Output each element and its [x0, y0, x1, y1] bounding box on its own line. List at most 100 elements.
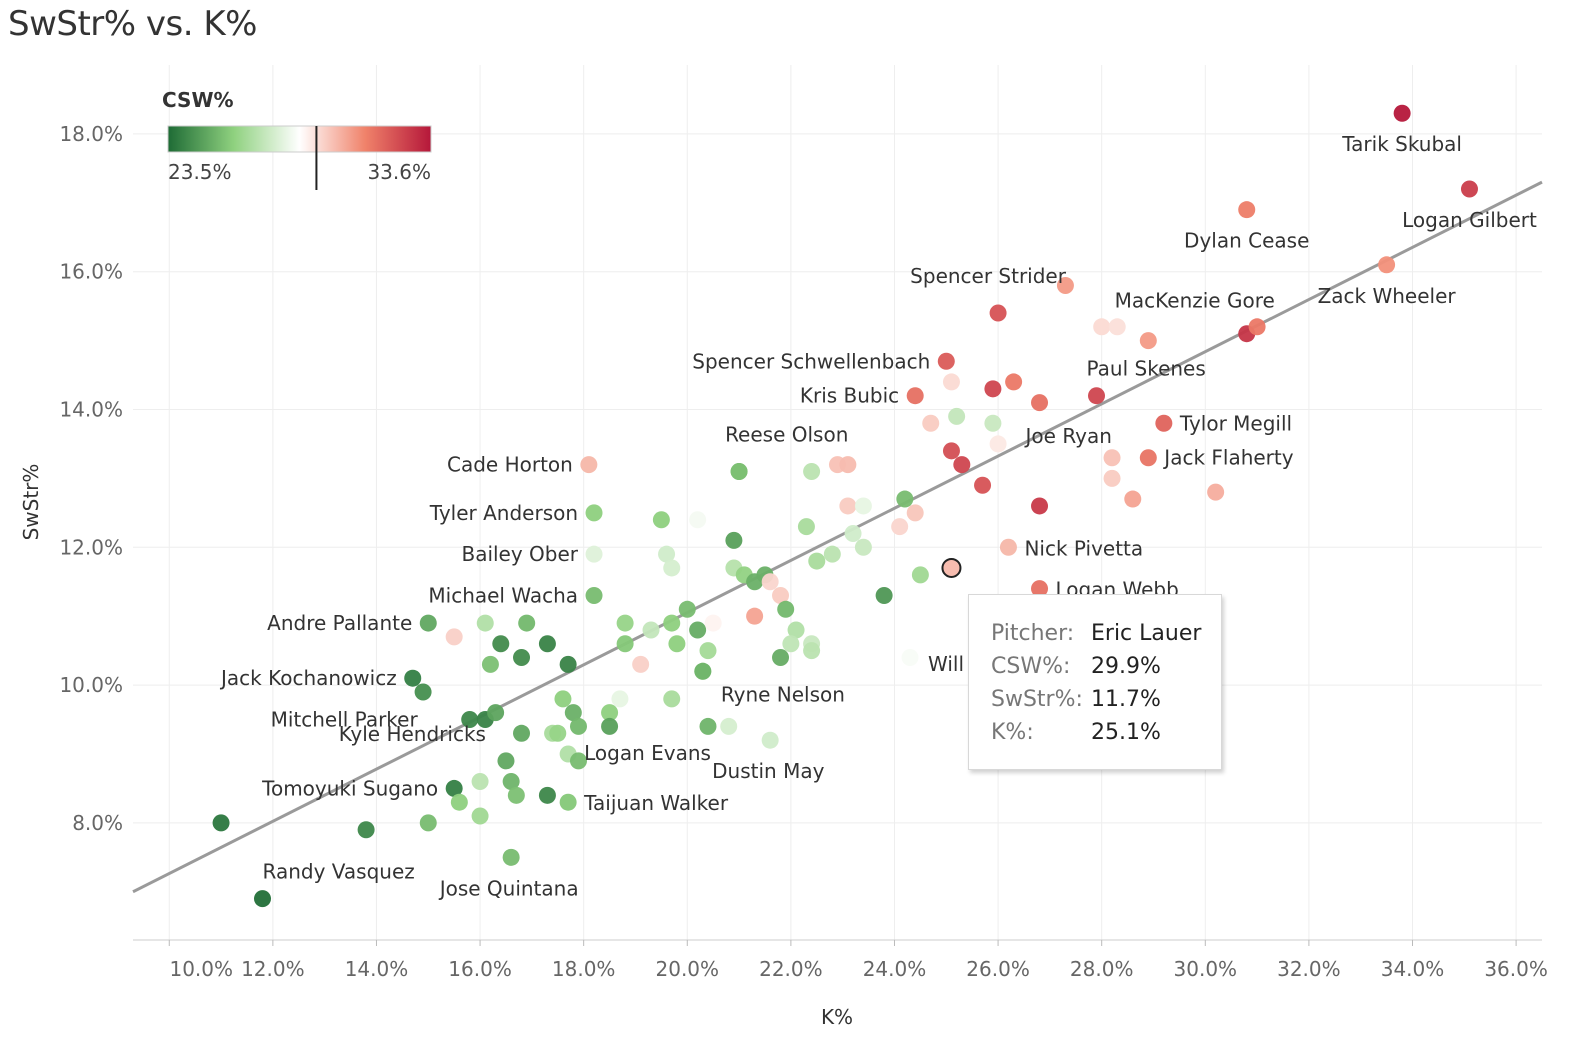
- data-point[interactable]: [1088, 387, 1106, 405]
- data-point[interactable]: [746, 607, 764, 625]
- data-point[interactable]: [445, 628, 463, 646]
- data-point[interactable]: [585, 587, 603, 605]
- data-point[interactable]: [616, 635, 634, 653]
- data-point[interactable]: [803, 462, 821, 480]
- data-point[interactable]: [1103, 469, 1121, 487]
- data-point[interactable]: [497, 752, 515, 770]
- data-point[interactable]: [984, 414, 1002, 432]
- data-point[interactable]: [989, 435, 1007, 453]
- data-point[interactable]: [601, 704, 619, 722]
- data-point[interactable]: [808, 552, 826, 570]
- data-point[interactable]: [1238, 201, 1256, 219]
- data-point[interactable]: [906, 387, 924, 405]
- data-point[interactable]: [513, 724, 531, 742]
- data-point[interactable]: [658, 545, 676, 563]
- data-point[interactable]: [404, 669, 422, 687]
- data-point[interactable]: [839, 456, 857, 474]
- data-point[interactable]: [1031, 497, 1049, 515]
- data-point[interactable]: [1378, 256, 1396, 274]
- data-point[interactable]: [942, 442, 960, 460]
- data-point[interactable]: [854, 497, 872, 515]
- data-point[interactable]: [999, 538, 1017, 556]
- data-point[interactable]: [984, 380, 1002, 398]
- data-point[interactable]: [699, 717, 717, 735]
- data-point[interactable]: [476, 614, 494, 632]
- data-point[interactable]: [580, 456, 598, 474]
- data-point[interactable]: [761, 731, 779, 749]
- data-point[interactable]: [507, 786, 525, 804]
- data-point[interactable]: [772, 587, 790, 605]
- data-point[interactable]: [663, 559, 681, 577]
- data-point[interactable]: [761, 573, 779, 591]
- data-point[interactable]: [694, 662, 712, 680]
- data-point[interactable]: [616, 614, 634, 632]
- data-point[interactable]: [1155, 414, 1173, 432]
- data-point[interactable]: [445, 779, 463, 797]
- data-point[interactable]: [948, 407, 966, 425]
- data-point[interactable]: [254, 890, 272, 908]
- data-point[interactable]: [725, 531, 743, 549]
- data-point[interactable]: [450, 793, 468, 811]
- data-point[interactable]: [823, 545, 841, 563]
- data-point[interactable]: [777, 600, 795, 618]
- data-point[interactable]: [1108, 318, 1126, 336]
- data-point[interactable]: [471, 773, 489, 791]
- data-point[interactable]: [911, 566, 929, 584]
- data-point[interactable]: [678, 600, 696, 618]
- data-point[interactable]: [844, 525, 862, 543]
- data-point[interactable]: [906, 504, 924, 522]
- data-point[interactable]: [357, 821, 375, 839]
- data-point[interactable]: [1124, 490, 1142, 508]
- data-point[interactable]: [896, 490, 914, 508]
- data-point[interactable]: [538, 635, 556, 653]
- data-point[interactable]: [1031, 394, 1049, 412]
- data-point[interactable]: [772, 649, 790, 667]
- data-point[interactable]: [1103, 449, 1121, 467]
- data-point[interactable]: [1005, 373, 1023, 391]
- data-point[interactable]: [803, 642, 821, 660]
- data-point[interactable]: [730, 462, 748, 480]
- data-point[interactable]: [502, 848, 520, 866]
- data-point[interactable]: [481, 655, 499, 673]
- data-point[interactable]: [471, 807, 489, 825]
- data-point[interactable]: [569, 752, 587, 770]
- data-point[interactable]: [1248, 318, 1266, 336]
- data-point[interactable]: [1031, 580, 1049, 598]
- data-point[interactable]: [513, 649, 531, 667]
- data-point[interactable]: [937, 352, 955, 370]
- data-point[interactable]: [1139, 332, 1157, 350]
- data-point[interactable]: [554, 690, 572, 708]
- data-point[interactable]: [642, 621, 660, 639]
- data-point[interactable]: [901, 649, 919, 667]
- data-point[interactable]: [941, 557, 962, 578]
- data-point[interactable]: [518, 614, 536, 632]
- data-point[interactable]: [1460, 180, 1478, 198]
- data-point[interactable]: [652, 511, 670, 529]
- data-point[interactable]: [1207, 483, 1225, 501]
- data-point[interactable]: [782, 635, 800, 653]
- data-point[interactable]: [787, 621, 805, 639]
- data-point[interactable]: [611, 690, 629, 708]
- data-point[interactable]: [1139, 449, 1157, 467]
- data-point[interactable]: [461, 711, 479, 729]
- data-point[interactable]: [538, 786, 556, 804]
- data-point[interactable]: [569, 717, 587, 735]
- data-point[interactable]: [699, 642, 717, 660]
- data-point[interactable]: [663, 614, 681, 632]
- data-point[interactable]: [585, 545, 603, 563]
- data-point[interactable]: [414, 683, 432, 701]
- data-point[interactable]: [1056, 276, 1074, 294]
- data-point[interactable]: [668, 635, 686, 653]
- data-point[interactable]: [559, 793, 577, 811]
- data-point[interactable]: [953, 456, 971, 474]
- data-point[interactable]: [989, 304, 1007, 322]
- data-point[interactable]: [564, 704, 582, 722]
- data-point[interactable]: [704, 614, 722, 632]
- data-point[interactable]: [875, 587, 893, 605]
- data-point[interactable]: [797, 518, 815, 536]
- data-point[interactable]: [1093, 318, 1111, 336]
- data-point[interactable]: [922, 414, 940, 432]
- data-point[interactable]: [689, 511, 707, 529]
- data-point[interactable]: [502, 773, 520, 791]
